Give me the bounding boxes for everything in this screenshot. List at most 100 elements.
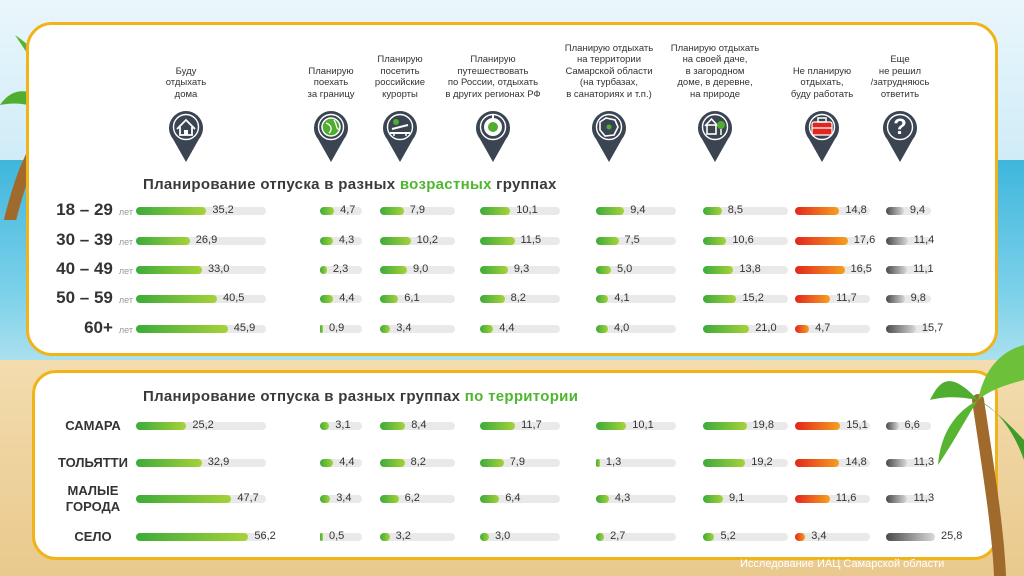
bar: [795, 295, 831, 303]
data-label: 3,1: [335, 419, 351, 431]
bar: [136, 295, 217, 303]
age-group-text: 40 – 49: [56, 259, 113, 278]
bar-track: [703, 237, 788, 245]
question-icon: ?: [883, 111, 917, 162]
bar-track: [703, 207, 788, 215]
data-label: 7,9: [509, 456, 525, 468]
bar: [596, 266, 611, 274]
data-label: 45,9: [233, 322, 256, 334]
bar-track: [480, 266, 560, 274]
bar-track: [703, 266, 788, 274]
data-label: 3,4: [811, 530, 827, 542]
data-label: 2,7: [610, 530, 626, 542]
data-label: 32,9: [207, 456, 230, 468]
bar-track: [380, 325, 455, 333]
bar: [320, 325, 323, 333]
age-group-text: 18 – 29: [56, 200, 113, 219]
bar: [886, 207, 904, 215]
bar-track: [320, 533, 362, 541]
bar-track: [380, 207, 455, 215]
data-label: 11,1: [913, 263, 934, 275]
column-header-8: Еще не решил /затрудняюсь ответить: [870, 54, 930, 100]
column-header-5: Планирую отдыхать на территории Самарско…: [564, 42, 654, 100]
bar: [886, 422, 899, 430]
bar: [795, 459, 840, 467]
data-label: 4,0: [614, 322, 630, 334]
data-label: 3,0: [495, 530, 511, 542]
data-label: 21,0: [755, 322, 777, 334]
bar: [320, 295, 334, 303]
bar: [795, 422, 841, 430]
bar-track: [320, 207, 362, 215]
data-label: 15,1: [846, 419, 868, 431]
sunbed-icon: [383, 111, 417, 162]
age-unit: лет: [118, 237, 133, 247]
data-label: 9,0: [413, 263, 429, 275]
bar-track: [596, 459, 676, 467]
data-label: 15,7: [921, 322, 944, 334]
bar-track: [886, 295, 931, 303]
data-label: 35,2: [212, 204, 234, 216]
country-house-icon: [698, 111, 732, 162]
data-label: 5,2: [720, 530, 736, 542]
bar-track: [596, 422, 676, 430]
bar: [596, 325, 608, 333]
bar-track: [380, 459, 455, 467]
bar: [480, 495, 500, 503]
bar-track: [136, 422, 266, 430]
bar: [136, 237, 190, 245]
bar-track: [480, 325, 560, 333]
bar-track: [320, 237, 362, 245]
age-unit: лет: [118, 207, 133, 217]
age-group-label: 30 – 39 лет: [48, 230, 133, 250]
data-label: 15,2: [742, 292, 764, 304]
bar-track: [795, 495, 870, 503]
bar: [136, 325, 228, 333]
source-footer: Исследование ИАЦ Самарской области: [740, 558, 945, 570]
bar-track: [703, 295, 788, 303]
data-label: 11,7: [836, 292, 857, 304]
bar-track: [886, 459, 931, 467]
bar-track: [480, 459, 560, 467]
data-label: 11,5: [520, 234, 542, 246]
bar-track: [320, 495, 362, 503]
data-label: 11,4: [913, 234, 935, 246]
bar-track: [380, 295, 455, 303]
data-label: 10,6: [732, 234, 754, 246]
bar: [795, 237, 848, 245]
column-header-6: Планирую отдыхать на своей даче, в загор…: [670, 42, 760, 100]
data-label: 5,0: [617, 263, 633, 275]
bar: [795, 266, 845, 274]
data-label: 56,2: [254, 530, 276, 542]
bar-track: [795, 325, 870, 333]
data-label: 8,4: [411, 419, 427, 431]
bar: [886, 266, 908, 274]
data-label: 26,9: [195, 234, 218, 246]
bar: [795, 325, 810, 333]
age-unit: лет: [118, 295, 133, 305]
column-header-3: Планирую посетить российские курорты: [374, 54, 426, 100]
location-icon: [476, 111, 510, 162]
bar: [596, 459, 600, 467]
bar-track: [380, 266, 455, 274]
age-group-text: 50 – 59: [56, 288, 113, 307]
bar-track: [596, 495, 676, 503]
data-label: 33,0: [208, 263, 230, 275]
territory-label: СЕЛО: [74, 529, 112, 544]
bar-track: [380, 237, 455, 245]
data-label: 11,7: [521, 419, 542, 431]
bar: [380, 422, 406, 430]
globe-icon: [314, 111, 348, 162]
bar-track: [596, 533, 676, 541]
data-label: 10,1: [632, 419, 654, 431]
bar: [596, 295, 609, 303]
data-label: 8,2: [410, 456, 426, 468]
bar: [320, 495, 331, 503]
data-label: 1,3: [605, 456, 622, 468]
data-label: 9,8: [910, 292, 926, 304]
bar: [380, 237, 411, 245]
briefcase-icon: [805, 111, 839, 162]
age-group-label: 18 – 29 лет: [48, 200, 133, 220]
bar: [596, 495, 609, 503]
data-label: 4,4: [339, 292, 355, 304]
